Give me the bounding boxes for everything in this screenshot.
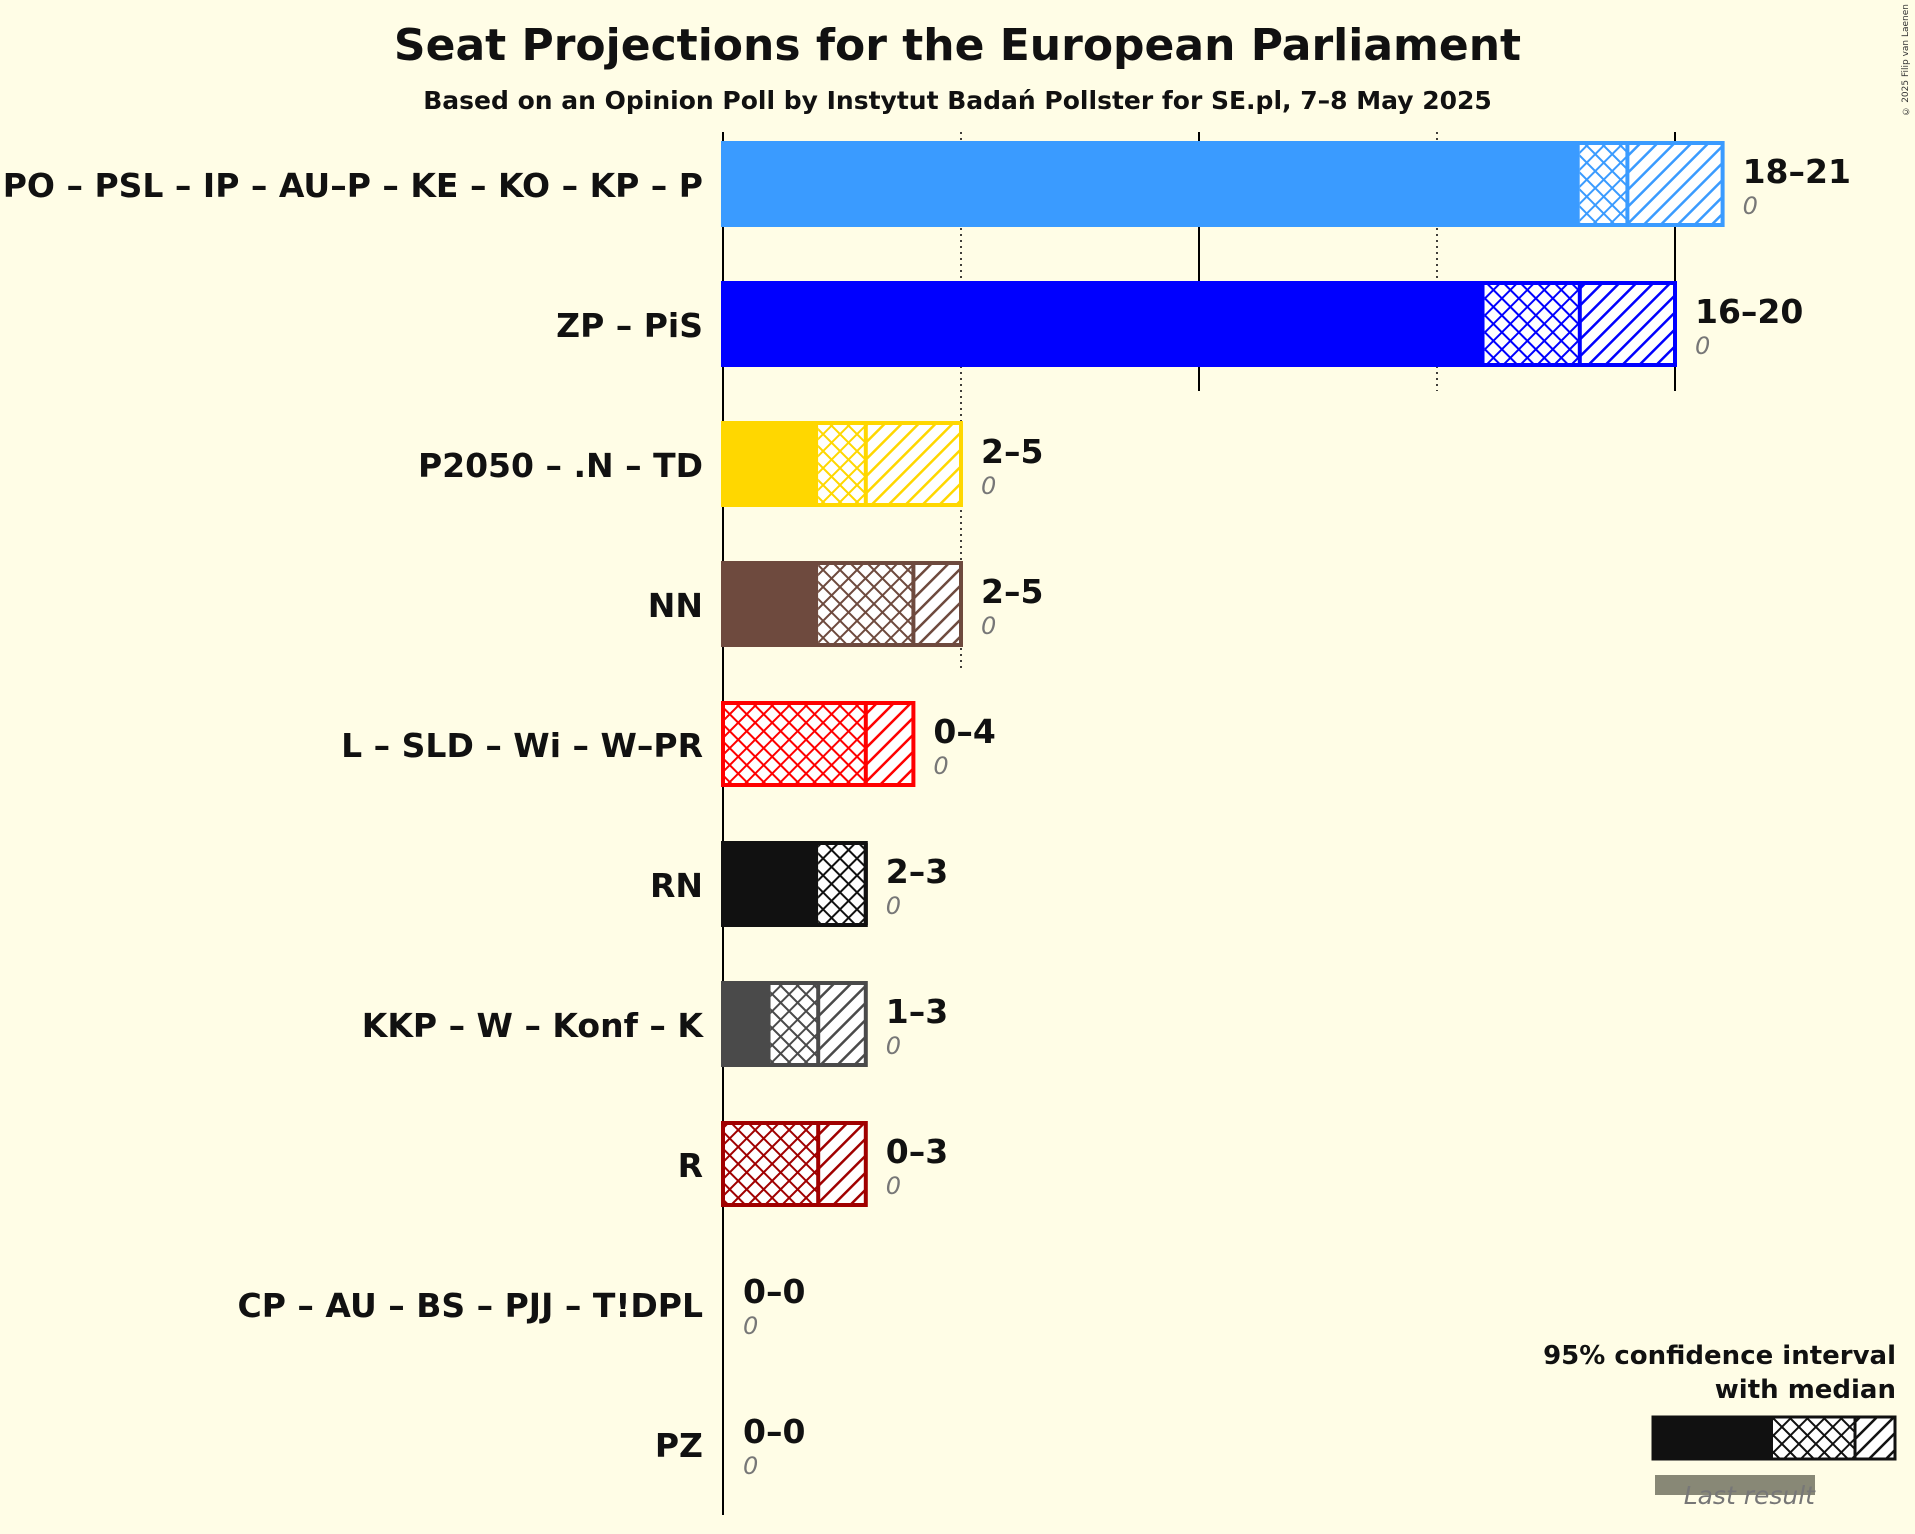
legend-title-line2: with median <box>1715 1375 1896 1405</box>
legend-ci-lower-swatch <box>1773 1417 1855 1459</box>
bar-solid <box>723 983 771 1065</box>
bar-group-8: CP – AU – BS – PJJ – T!DPL 0–00 <box>238 1272 806 1340</box>
category-label: ZP – PiS <box>556 306 703 345</box>
bar-ci-lower <box>1484 283 1580 365</box>
bar-ci-upper <box>1627 143 1723 225</box>
range-label: 1–3 <box>886 992 948 1031</box>
category-label: P2050 – .N – TD <box>418 446 703 485</box>
last-result-label: 0 <box>981 472 996 500</box>
category-label: R <box>678 1146 703 1185</box>
category-label: NN <box>648 586 703 625</box>
category-label: KKP – W – Konf – K <box>362 1006 705 1045</box>
bar-ci-lower <box>770 983 819 1065</box>
last-result-label: 0 <box>886 892 901 920</box>
category-label: PZ <box>655 1426 703 1465</box>
range-label: 2–5 <box>981 572 1043 611</box>
bar-group-2: P2050 – .N – TD 2–50 <box>418 421 1043 507</box>
bar-group-6: KKP – W – Konf – K 1–30 <box>362 981 948 1067</box>
bar-group-7: R 0–30 <box>678 1121 948 1207</box>
range-label: 0–0 <box>743 1272 805 1311</box>
range-label: 18–21 <box>1743 152 1851 191</box>
legend-last-result-swatch <box>1655 1475 1815 1495</box>
last-result-label: 0 <box>1695 332 1710 360</box>
category-label: PO – PSL – IP – AU–P – KE – KO – KP – P <box>3 166 703 205</box>
bar-ci-upper <box>865 703 914 785</box>
chart-title: Seat Projections for the European Parlia… <box>393 20 1522 71</box>
range-label: 0–4 <box>933 712 995 751</box>
bar-group-1: ZP – PiS 16–200 <box>556 281 1803 367</box>
legend-solid-swatch <box>1653 1417 1773 1459</box>
bar-group-9: PZ 0–00 <box>655 1412 806 1480</box>
bar-solid <box>723 283 1485 365</box>
bar-outline <box>721 981 868 1067</box>
legend-ci-upper-swatch <box>1855 1417 1895 1459</box>
category-label: L – SLD – Wi – W–PR <box>341 726 703 765</box>
range-label: 2–3 <box>886 852 948 891</box>
last-result-label: 0 <box>743 1452 758 1480</box>
bar-ci-lower <box>818 563 914 645</box>
last-result-label: 0 <box>1743 192 1758 220</box>
bar-group-5: RN 2–30 <box>650 841 948 927</box>
bar-ci-upper <box>1579 283 1675 365</box>
legend-last-result-label: Last result <box>1684 1481 1816 1510</box>
category-label: RN <box>650 866 703 905</box>
last-result-label: 0 <box>933 752 948 780</box>
bar-solid <box>723 843 819 925</box>
category-label: CP – AU – BS – PJJ – T!DPL <box>238 1286 703 1325</box>
bar-outline <box>721 141 1725 227</box>
bar-group-0: PO – PSL – IP – AU–P – KE – KO – KP – P 1… <box>3 141 1851 227</box>
bar-ci-upper <box>818 1123 866 1205</box>
last-result-label: 0 <box>886 1172 901 1200</box>
range-label: 0–0 <box>743 1412 805 1451</box>
bar-outline <box>721 421 963 507</box>
bar-solid <box>723 563 819 645</box>
bar-ci-lower <box>818 843 866 925</box>
bar-ci-lower <box>723 703 866 785</box>
bar-ci-lower <box>1579 143 1628 225</box>
chart-subtitle: Based on an Opinion Poll by Instytut Bad… <box>423 86 1492 115</box>
bar-ci-lower <box>723 1123 819 1205</box>
bar-outline <box>721 701 916 787</box>
bar-ci-upper <box>818 983 866 1065</box>
range-label: 16–20 <box>1695 292 1803 331</box>
bar-group-4: L – SLD – Wi – W–PR 0–40 <box>341 701 996 787</box>
bar-outline <box>721 561 963 647</box>
legend-title-line1: 95% confidence interval <box>1543 1341 1896 1371</box>
bar-outline <box>721 1121 868 1207</box>
range-label: 2–5 <box>981 432 1043 471</box>
bar-ci-upper <box>865 423 961 505</box>
legend: 95% confidence interval with median Last r… <box>1543 1341 1897 1510</box>
last-result-label: 0 <box>743 1312 758 1340</box>
bar-ci-upper <box>913 563 961 645</box>
bar-outline <box>721 281 1677 367</box>
last-result-label: 0 <box>886 1032 901 1060</box>
bar-solid <box>723 143 1580 225</box>
legend-outline <box>1651 1415 1897 1461</box>
range-label: 0–3 <box>886 1132 948 1171</box>
bar-group-3: NN 2–50 <box>648 561 1043 647</box>
bar-solid <box>723 423 819 505</box>
last-result-label: 0 <box>981 612 996 640</box>
bar-ci-lower <box>818 423 866 505</box>
